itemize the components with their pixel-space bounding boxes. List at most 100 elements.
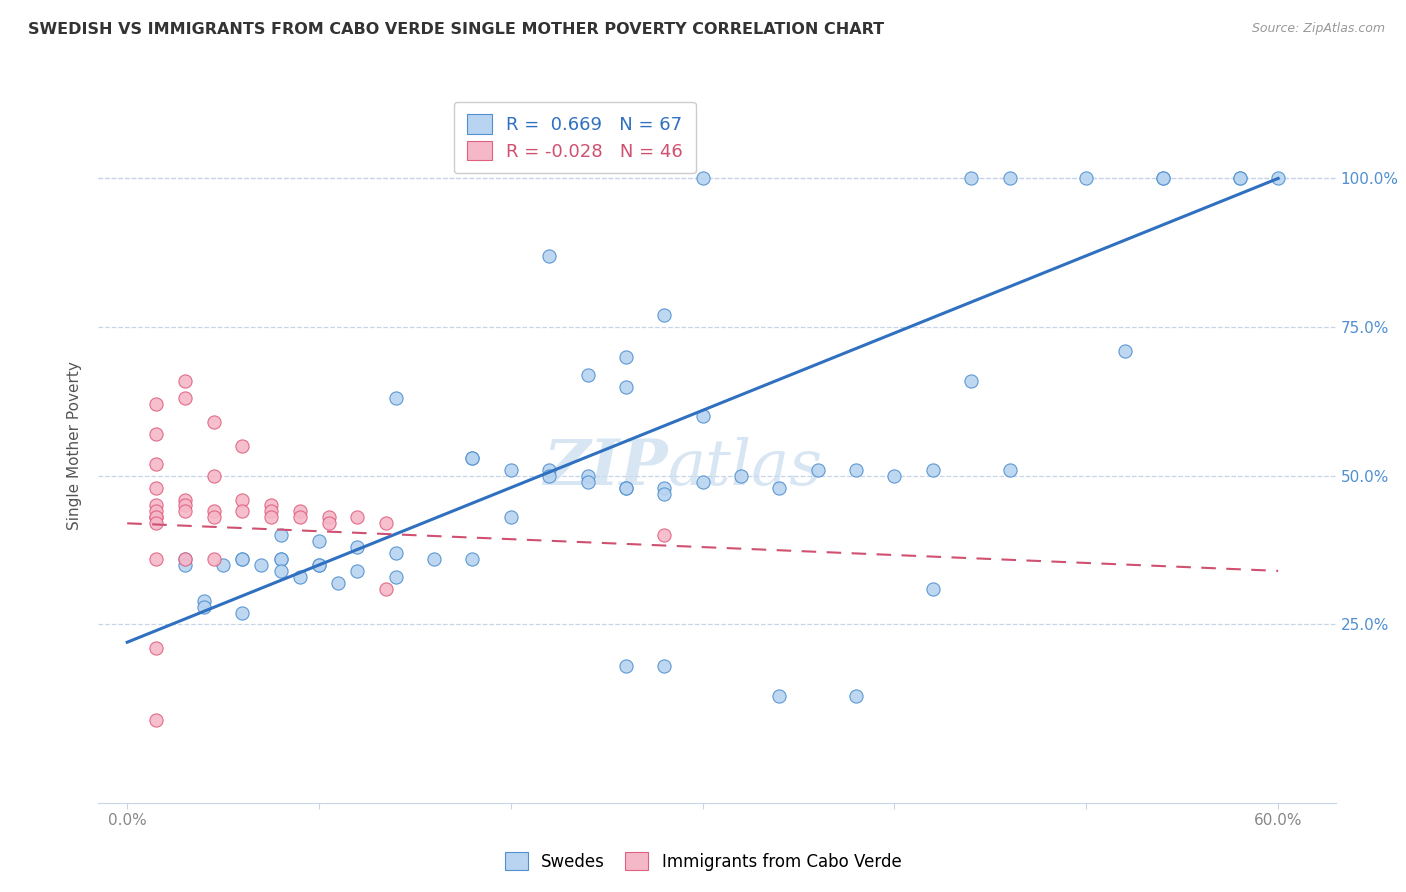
Point: [270, 552, 292, 566]
Point: [250, 558, 273, 572]
Point: [231, 606, 253, 620]
Point: [173, 374, 195, 388]
Point: [202, 510, 225, 524]
Point: [807, 463, 830, 477]
Point: [318, 510, 340, 524]
Point: [173, 552, 195, 566]
Point: [1076, 171, 1098, 186]
Point: [346, 510, 368, 524]
Point: [499, 463, 522, 477]
Text: atlas: atlas: [668, 436, 823, 499]
Point: [998, 171, 1021, 186]
Point: [538, 468, 561, 483]
Point: [1152, 171, 1174, 186]
Point: [384, 570, 406, 584]
Point: [145, 552, 167, 566]
Point: [145, 713, 167, 727]
Point: [461, 450, 484, 465]
Point: [202, 552, 225, 566]
Point: [614, 481, 637, 495]
Point: [202, 415, 225, 429]
Point: [145, 481, 167, 495]
Point: [538, 249, 561, 263]
Point: [173, 552, 195, 566]
Point: [652, 486, 675, 500]
Point: [308, 558, 330, 572]
Point: [193, 593, 215, 607]
Point: [652, 659, 675, 673]
Point: [1229, 171, 1251, 186]
Point: [883, 468, 905, 483]
Point: [845, 689, 868, 703]
Point: [576, 475, 599, 489]
Point: [231, 439, 253, 453]
Point: [1267, 171, 1289, 186]
Point: [375, 582, 398, 596]
Point: [202, 504, 225, 518]
Point: [270, 528, 292, 542]
Point: [960, 171, 983, 186]
Point: [260, 504, 283, 518]
Point: [231, 492, 253, 507]
Point: [288, 510, 311, 524]
Point: [845, 463, 868, 477]
Point: [614, 379, 637, 393]
Point: [202, 468, 225, 483]
Point: [193, 599, 215, 614]
Text: ZIP: ZIP: [543, 437, 668, 498]
Point: [231, 552, 253, 566]
Point: [921, 582, 943, 596]
Legend: Swedes, Immigrants from Cabo Verde: Swedes, Immigrants from Cabo Verde: [496, 844, 910, 880]
Point: [346, 564, 368, 578]
Text: SWEDISH VS IMMIGRANTS FROM CABO VERDE SINGLE MOTHER POVERTY CORRELATION CHART: SWEDISH VS IMMIGRANTS FROM CABO VERDE SI…: [28, 22, 884, 37]
Point: [173, 558, 195, 572]
Point: [288, 504, 311, 518]
Legend: R =  0.669   N = 67, R = -0.028   N = 46: R = 0.669 N = 67, R = -0.028 N = 46: [454, 102, 696, 173]
Point: [692, 409, 714, 424]
Point: [423, 552, 446, 566]
Point: [145, 457, 167, 471]
Point: [173, 504, 195, 518]
Point: [730, 468, 752, 483]
Point: [308, 558, 330, 572]
Point: [652, 481, 675, 495]
Point: [145, 641, 167, 656]
Point: [538, 463, 561, 477]
Point: [145, 427, 167, 442]
Point: [1114, 343, 1136, 358]
Y-axis label: Single Mother Poverty: Single Mother Poverty: [67, 361, 83, 531]
Point: [576, 368, 599, 382]
Point: [576, 468, 599, 483]
Point: [260, 499, 283, 513]
Point: [145, 510, 167, 524]
Point: [270, 552, 292, 566]
Point: [461, 552, 484, 566]
Point: [145, 504, 167, 518]
Point: [173, 392, 195, 406]
Point: [260, 510, 283, 524]
Point: [288, 570, 311, 584]
Point: [692, 171, 714, 186]
Point: [231, 504, 253, 518]
Point: [173, 492, 195, 507]
Point: [145, 516, 167, 531]
Point: [346, 540, 368, 554]
Point: [461, 450, 484, 465]
Point: [212, 558, 235, 572]
Point: [652, 528, 675, 542]
Point: [614, 659, 637, 673]
Text: Source: ZipAtlas.com: Source: ZipAtlas.com: [1251, 22, 1385, 36]
Point: [652, 308, 675, 322]
Point: [384, 392, 406, 406]
Point: [921, 463, 943, 477]
Point: [231, 552, 253, 566]
Point: [998, 463, 1021, 477]
Point: [375, 516, 398, 531]
Point: [384, 546, 406, 560]
Point: [692, 475, 714, 489]
Point: [960, 374, 983, 388]
Point: [318, 516, 340, 531]
Point: [1152, 171, 1174, 186]
Point: [145, 499, 167, 513]
Point: [1229, 171, 1251, 186]
